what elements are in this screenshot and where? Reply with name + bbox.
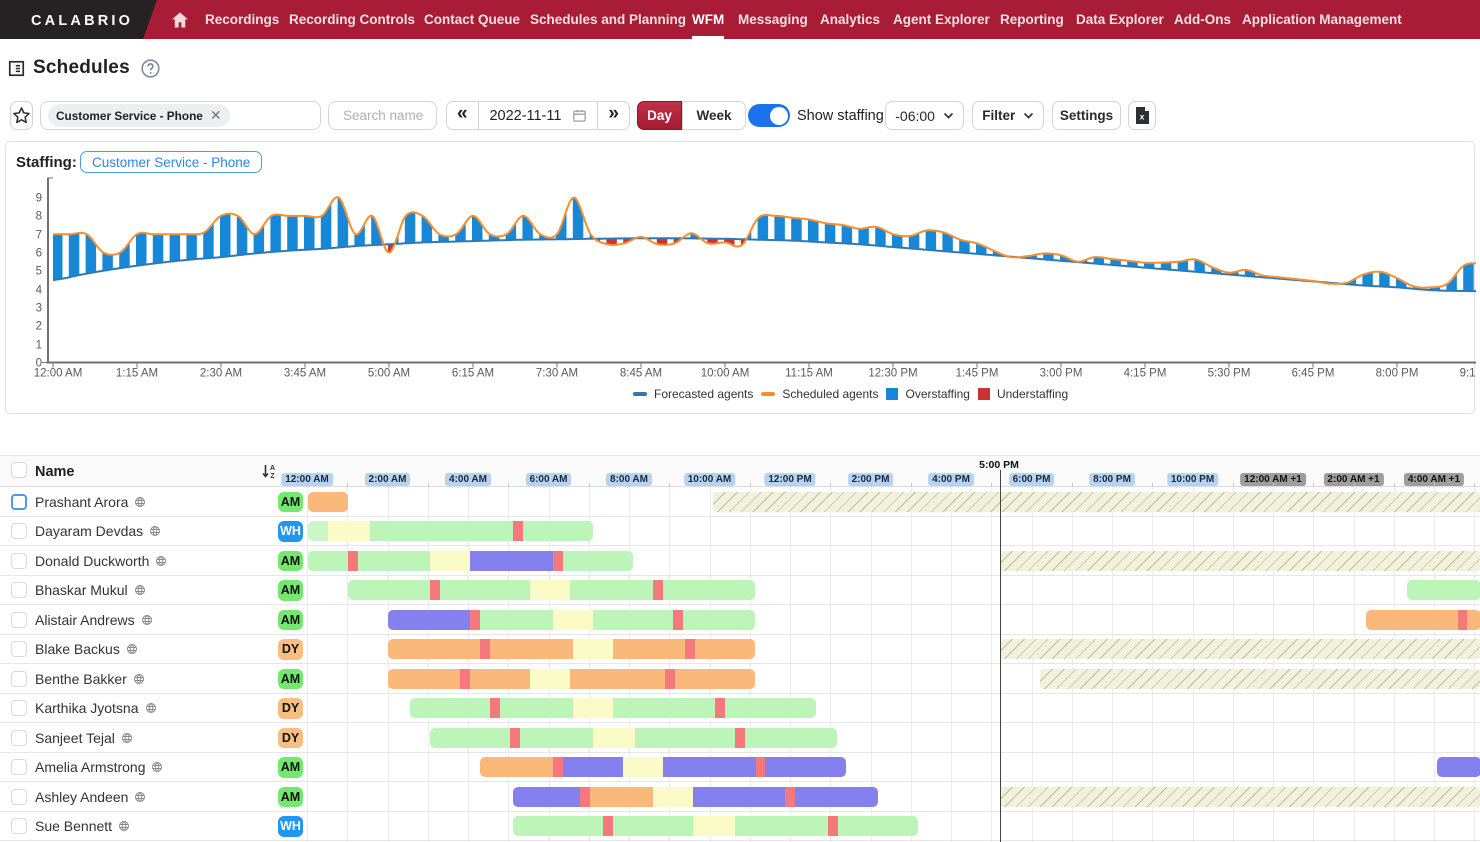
- svg-text:Z: Z: [270, 473, 275, 480]
- svg-text:5:30 PM: 5:30 PM: [1208, 368, 1251, 380]
- svg-text:10:00 AM: 10:00 AM: [701, 368, 750, 380]
- svg-text:2:30 AM: 2:30 AM: [200, 368, 242, 380]
- svg-text:1:15 AM: 1:15 AM: [116, 368, 158, 380]
- svg-text:1:45 PM: 1:45 PM: [956, 368, 999, 380]
- svg-text:A: A: [270, 465, 275, 472]
- svg-text:7: 7: [36, 230, 42, 242]
- svg-text:8:00 PM: 8:00 PM: [1376, 368, 1419, 380]
- svg-text:3:45 AM: 3:45 AM: [284, 368, 326, 380]
- svg-text:2: 2: [36, 321, 42, 333]
- svg-text:8: 8: [36, 211, 42, 223]
- svg-text:9:15 PM: 9:15 PM: [1460, 368, 1476, 380]
- svg-text:7:30 AM: 7:30 AM: [536, 368, 578, 380]
- svg-text:8:45 AM: 8:45 AM: [620, 368, 662, 380]
- svg-text:0: 0: [36, 358, 42, 370]
- svg-text:3: 3: [36, 303, 42, 315]
- svg-text:6:45 PM: 6:45 PM: [1292, 368, 1335, 380]
- svg-text:12:00 AM: 12:00 AM: [34, 368, 83, 380]
- svg-text:5:00 AM: 5:00 AM: [368, 368, 410, 380]
- svg-text:5: 5: [36, 266, 42, 278]
- svg-text:12:30 PM: 12:30 PM: [868, 368, 917, 380]
- svg-text:11:15 AM: 11:15 AM: [785, 368, 833, 380]
- svg-text:x: x: [1139, 112, 1144, 122]
- svg-text:6:15 AM: 6:15 AM: [452, 368, 494, 380]
- svg-text:4: 4: [36, 285, 43, 297]
- svg-text:9: 9: [36, 193, 42, 205]
- svg-text:4:15 PM: 4:15 PM: [1124, 368, 1167, 380]
- svg-text:1: 1: [36, 340, 42, 352]
- svg-text:3:00 PM: 3:00 PM: [1040, 368, 1083, 380]
- svg-text:6: 6: [36, 248, 42, 260]
